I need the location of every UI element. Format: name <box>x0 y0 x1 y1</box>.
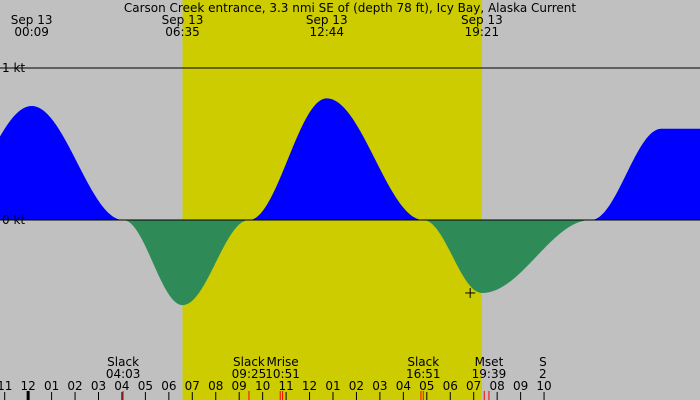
hour-tick-label: 03 <box>91 379 106 393</box>
top-event-day: Sep 13 <box>461 13 503 27</box>
bottom-event-time: 10:51 <box>265 367 300 381</box>
hour-tick-label: 08 <box>490 379 505 393</box>
top-event-time: 19:21 <box>465 25 500 39</box>
hour-tick-label: 04 <box>396 379 411 393</box>
flood-area <box>249 98 424 220</box>
hour-tick-label: 07 <box>466 379 481 393</box>
hour-tick-label: 05 <box>138 379 153 393</box>
bottom-event-time: 04:03 <box>106 367 141 381</box>
bottom-event-name: Mrise <box>266 355 298 369</box>
hour-tick-label: 06 <box>161 379 176 393</box>
bottom-event-time: 16:51 <box>406 367 441 381</box>
top-event-time: 00:09 <box>14 25 49 39</box>
ebb-area <box>124 220 249 306</box>
chart-title: Carson Creek entrance, 3.3 nmi SE of (de… <box>124 1 577 15</box>
hour-tick-label: 03 <box>372 379 387 393</box>
bottom-event-name: S <box>539 355 547 369</box>
top-event-time: 12:44 <box>309 25 344 39</box>
y-label-0kt: 0 kt <box>2 213 25 227</box>
bottom-event-name: Slack <box>407 355 439 369</box>
hour-tick-label: 05 <box>419 379 434 393</box>
hour-tick-label: 06 <box>443 379 458 393</box>
hour-tick-label: 04 <box>114 379 129 393</box>
hour-tick-label: 07 <box>185 379 200 393</box>
hour-tick-label: 10 <box>536 379 551 393</box>
top-event-time: 06:35 <box>165 25 200 39</box>
hour-tick-label: 02 <box>349 379 364 393</box>
hour-tick-label: 09 <box>232 379 247 393</box>
hour-tick-label: 08 <box>208 379 223 393</box>
hour-tick-label: 01 <box>325 379 340 393</box>
midnight-marker <box>26 391 30 400</box>
bottom-event-labels: Slack04:03Slack09:25Mrise10:51Slack16:51… <box>106 355 547 381</box>
bottom-event-time: 2 <box>539 367 547 381</box>
bottom-event-name: Mset <box>475 355 504 369</box>
hour-tick-label: 01 <box>44 379 59 393</box>
top-event-day: Sep 13 <box>162 13 204 27</box>
hour-tick-label: 02 <box>67 379 82 393</box>
marker-layer <box>26 287 490 400</box>
current-areas <box>0 98 700 306</box>
flood-area <box>591 128 700 220</box>
hour-tick-label: 11 <box>278 379 293 393</box>
top-event-day: Sep 13 <box>306 13 348 27</box>
y-label-1kt: 1 kt <box>2 61 25 75</box>
hour-tick-label: 10 <box>255 379 270 393</box>
hour-tick-label: 11 <box>0 379 12 393</box>
top-event-day: Sep 13 <box>11 13 53 27</box>
hour-tick-label: 12 <box>21 379 36 393</box>
flood-area <box>0 106 124 220</box>
bottom-event-time: 09:25 <box>232 367 267 381</box>
ebb-area <box>424 220 591 293</box>
hour-tick-label: 09 <box>513 379 528 393</box>
hour-ticks: 11 12 01 02 03 04 05 06 07 08 09 10 11 12 01 02 03 04 05 06… <box>0 379 552 400</box>
bottom-event-name: Slack <box>233 355 265 369</box>
bottom-event-name: Slack <box>107 355 139 369</box>
bottom-event-time: 19:39 <box>472 367 507 381</box>
hour-tick-label: 12 <box>302 379 317 393</box>
